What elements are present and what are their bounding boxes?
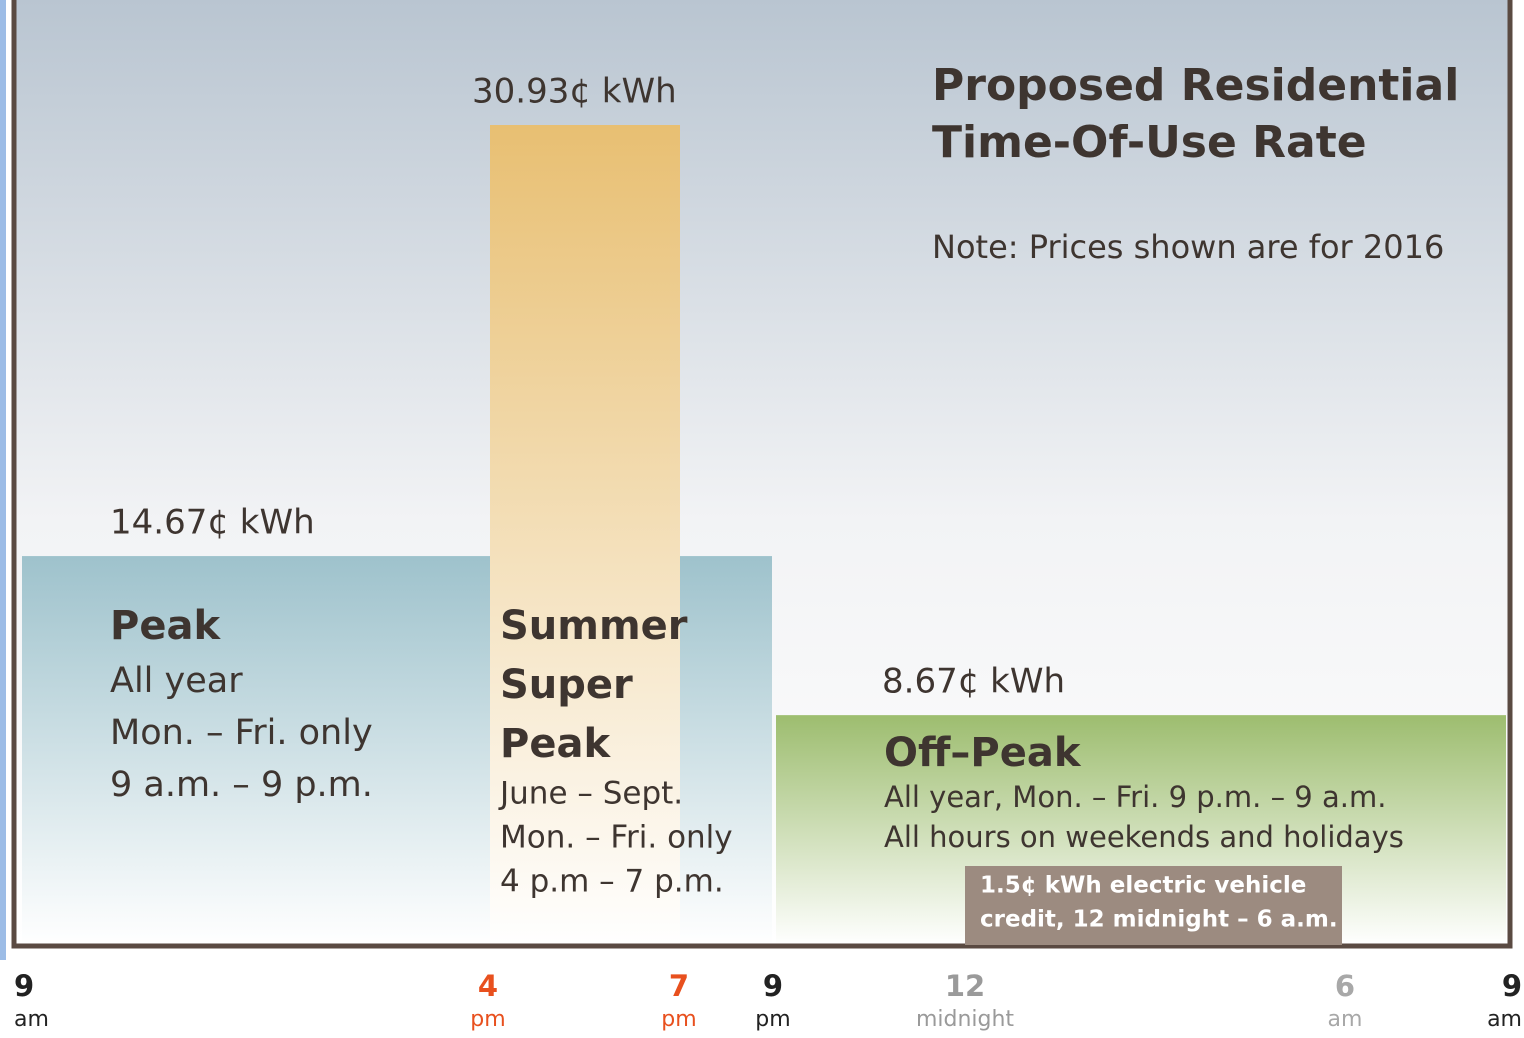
category-name: Off–Peak xyxy=(884,730,1082,776)
x-tick-hour: 9 xyxy=(1502,969,1522,1003)
description: 4 p.m – 7 p.m. xyxy=(500,864,724,900)
description: Mon. – Fri. only xyxy=(110,713,373,753)
value-label: 8.67¢ kWh xyxy=(882,662,1065,702)
category-name: Peak xyxy=(500,721,611,767)
x-tick-period: pm xyxy=(661,1007,696,1032)
x-tick-hour: 6 xyxy=(1335,969,1355,1003)
frame xyxy=(11,0,1513,949)
credit-box xyxy=(965,866,1342,945)
x-tick-period: am xyxy=(14,1007,49,1032)
title-line: Time-Of-Use Rate xyxy=(932,117,1367,168)
bar xyxy=(490,125,680,945)
description: All year xyxy=(110,661,243,701)
window-edge xyxy=(0,0,6,960)
value-label: 30.93¢ kWh xyxy=(472,72,677,112)
x-tick-hour: 12 xyxy=(945,969,985,1003)
credit-text: credit, 12 midnight – 6 a.m. xyxy=(980,907,1338,933)
category-name: Peak xyxy=(110,603,221,649)
note: Note: Prices shown are for 2016 xyxy=(932,228,1444,266)
x-tick-hour: 4 xyxy=(478,969,498,1003)
description: All hours on weekends and holidays xyxy=(884,820,1404,854)
x-tick-hour: 9 xyxy=(763,969,783,1003)
x-tick-period: am xyxy=(1487,1007,1522,1032)
x-tick-period: pm xyxy=(755,1007,790,1032)
category-name: Super xyxy=(500,662,633,708)
value-label: 14.67¢ kWh xyxy=(110,503,315,543)
description: Mon. – Fri. only xyxy=(500,820,733,856)
description: June – Sept. xyxy=(498,776,683,812)
title-line: Proposed Residential xyxy=(932,60,1459,111)
x-tick-period: am xyxy=(1328,1007,1363,1032)
description: 9 a.m. – 9 p.m. xyxy=(110,765,373,805)
x-tick-hour: 7 xyxy=(669,969,689,1003)
category-name: Summer xyxy=(500,603,688,649)
description: All year, Mon. – Fri. 9 p.m. – 9 a.m. xyxy=(884,780,1386,814)
x-tick-period: pm xyxy=(470,1007,505,1032)
credit-text: 1.5¢ kWh electric vehicle xyxy=(980,873,1306,899)
x-tick-period: midnight xyxy=(916,1007,1014,1032)
x-tick-hour: 9 xyxy=(14,969,34,1003)
